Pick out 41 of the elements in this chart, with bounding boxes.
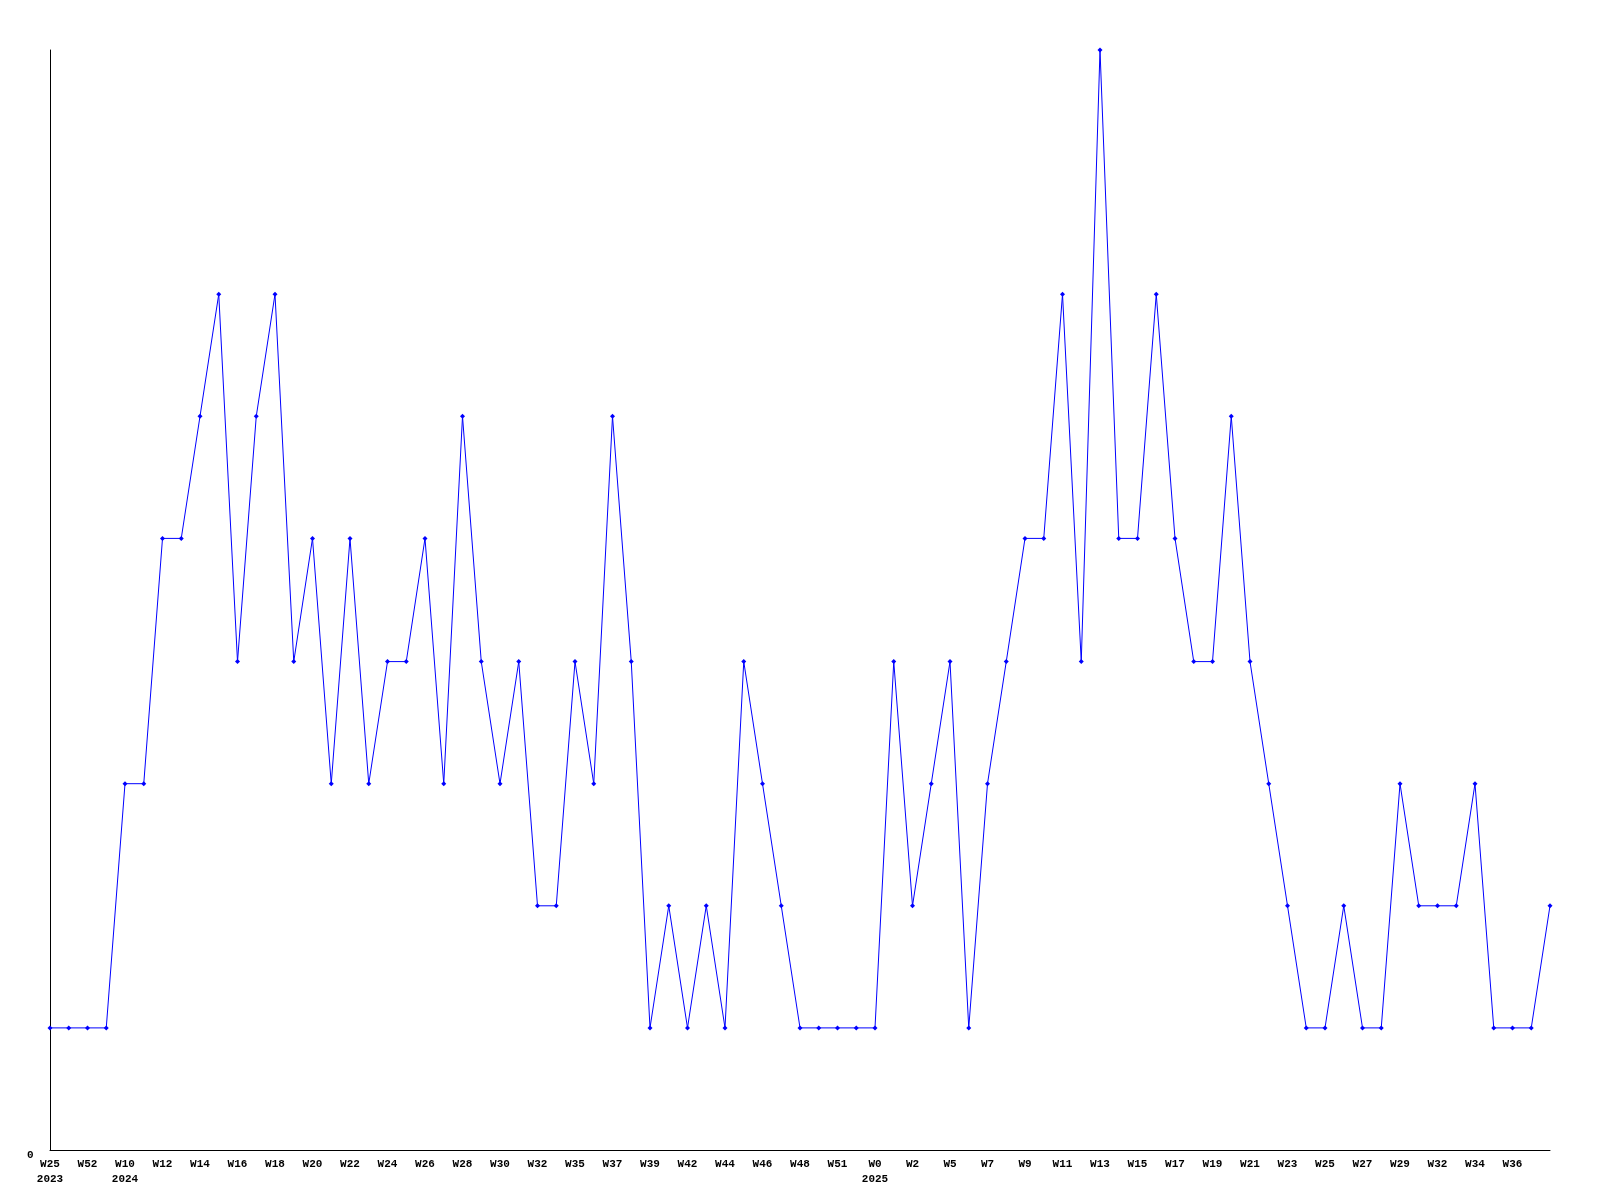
x-tick-label: W9 [1018,1157,1032,1170]
x-tick-label: W17 [1165,1157,1185,1170]
x-tick-label: W23 [1277,1157,1298,1170]
x-tick-label: W18 [265,1157,286,1170]
x-tick-label: W28 [452,1157,473,1170]
x-tick-label: W16 [227,1157,248,1170]
x-tick-label: W32 [527,1157,548,1170]
x-tick-label: W42 [677,1157,698,1170]
x-tick-label: W37 [602,1157,623,1170]
x-tick-label: W12 [152,1157,173,1170]
x-tick-label: W5 [943,1157,957,1170]
x-tick-label: W0 2025 [861,1157,889,1185]
x-tick-label: W27 [1352,1157,1373,1170]
x-tick-label: W25 [1315,1157,1336,1170]
x-tick-label: W21 [1240,1157,1261,1170]
x-tick-label: W25 2023 [36,1157,64,1185]
x-tick-label: W39 [640,1157,660,1170]
x-tick-label: W44 [715,1157,736,1170]
x-tick-label: W36 [1502,1157,1523,1170]
x-tick-label: W52 [77,1157,98,1170]
x-tick-label: W51 [827,1157,848,1170]
x-tick-label: W22 [340,1157,360,1170]
x-tick-label: W35 [565,1157,586,1170]
x-tick-label: W30 [490,1157,510,1170]
x-tick-label: W34 [1465,1157,1486,1170]
x-tick-label: W32 [1427,1157,1448,1170]
x-tick-label: W10 2024 [111,1157,139,1185]
text: 0 [27,1148,34,1161]
x-tick-label: W2 [905,1157,920,1170]
x-tick-label: W15 [1127,1157,1148,1170]
x-tick-label: W14 [190,1157,211,1170]
x-tick-label: W13 [1090,1157,1111,1170]
x-tick-label: W48 [790,1157,811,1170]
x-tick-label: W46 [752,1157,773,1170]
x-tick-label: W19 [1202,1157,1223,1170]
x-tick-label: W29 [1390,1157,1410,1170]
x-tick-label: W7 [980,1157,995,1170]
x-tick-label: W11 [1052,1157,1073,1170]
x-tick-label: W26 [415,1157,435,1170]
x-tick-label: W24 [377,1157,398,1170]
x-tick-label: W20 [302,1157,323,1170]
